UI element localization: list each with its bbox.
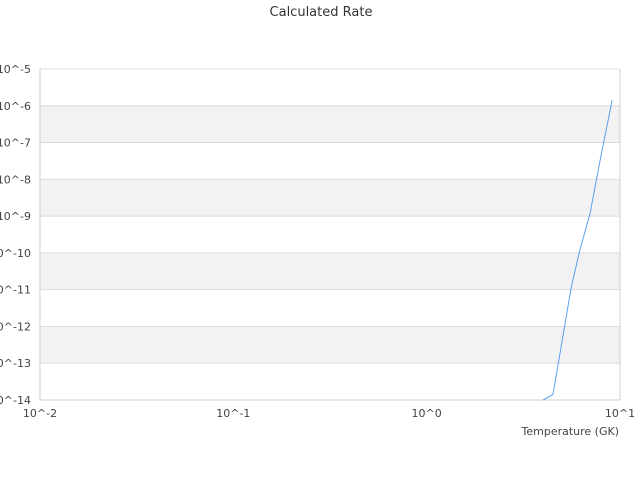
y-tick-label: 10^-8	[0, 173, 31, 186]
x-tick-label: 10^0	[412, 407, 442, 420]
y-tick-label: 10^-9	[0, 210, 31, 223]
y-tick-label: 10^-14	[0, 394, 31, 407]
x-tick-label: 10^-2	[23, 407, 57, 420]
grid-band	[40, 179, 620, 217]
chart-title: Calculated Rate	[270, 5, 373, 20]
grid-band	[40, 105, 620, 143]
y-tick-label: 10^-6	[0, 100, 31, 113]
x-tick-label: 10^1	[605, 407, 635, 420]
rate-line	[542, 100, 613, 401]
grid-band	[40, 252, 620, 290]
y-tick-label: 10^-5	[0, 63, 31, 76]
y-tick-label: 10^-13	[0, 357, 31, 370]
y-tick-label: 10^-10	[0, 247, 31, 260]
x-tick-label: 10^-1	[216, 407, 250, 420]
y-tick-label: 10^-7	[0, 137, 31, 150]
y-tick-label: 10^-12	[0, 320, 31, 333]
x-axis-label: Temperature (GK)	[521, 425, 620, 438]
y-tick-label: 10^-11	[0, 284, 31, 297]
grid-band	[40, 326, 620, 364]
